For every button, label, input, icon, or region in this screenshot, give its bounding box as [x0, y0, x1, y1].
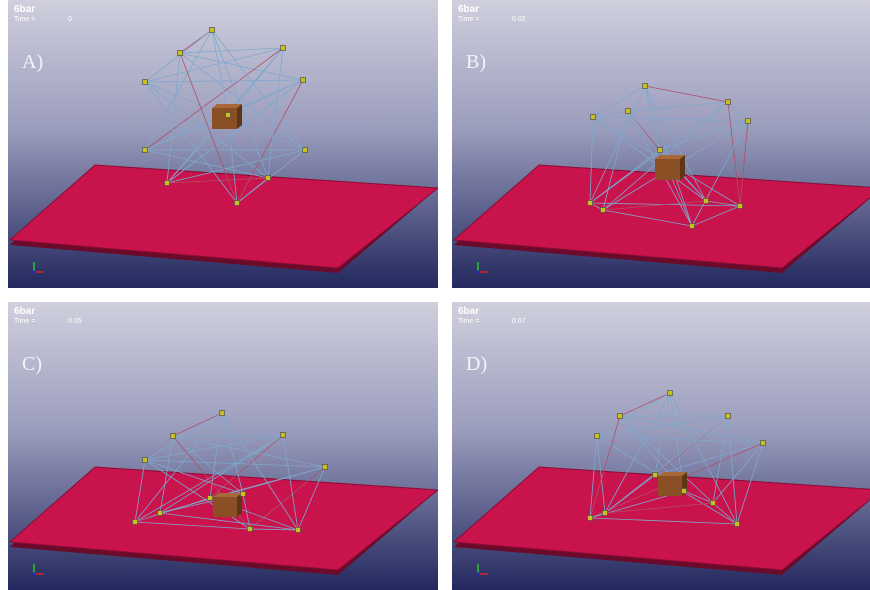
node [603, 511, 608, 516]
node [738, 204, 743, 209]
node [178, 51, 183, 56]
payload-top [658, 472, 687, 476]
time-value: 0 [68, 16, 72, 23]
panel-label: A) [22, 51, 43, 73]
node [296, 528, 301, 533]
node [171, 434, 176, 439]
time-label: Time = [14, 16, 35, 23]
node [682, 489, 687, 494]
time-value: 0.02 [512, 16, 526, 23]
model-name: 6bar [458, 306, 479, 317]
time-value: 0.07 [512, 318, 526, 325]
node [626, 109, 631, 114]
node [301, 78, 306, 83]
node [690, 224, 695, 229]
node [143, 458, 148, 463]
panel-label: B) [466, 51, 486, 73]
node [323, 465, 328, 470]
sim-panel: 6barTime = 0 A) [8, 0, 438, 288]
node [704, 199, 709, 204]
node [235, 201, 240, 206]
payload-top [212, 104, 242, 108]
node [761, 441, 766, 446]
axis-z [33, 573, 36, 576]
node [133, 520, 138, 525]
node [210, 28, 215, 33]
node [588, 201, 593, 206]
panel-label: C) [22, 353, 42, 375]
node [158, 511, 163, 516]
time-label: Time = [14, 318, 35, 325]
axis-z [33, 271, 36, 274]
sim-panel: 6barTime = 0.02 B) [452, 0, 870, 288]
payload-top [655, 155, 685, 159]
time-value: 0.05 [68, 318, 82, 325]
node [266, 176, 271, 181]
node [281, 46, 286, 51]
payload-front [212, 108, 237, 129]
node [726, 414, 731, 419]
sim-panel: 6barTime = 0.05 C) [8, 302, 438, 590]
node [643, 84, 648, 89]
model-name: 6bar [458, 4, 479, 15]
page: 6barTime =0A)6barTime =0.02B)6barTime =0… [0, 0, 870, 590]
time-label: Time = [458, 16, 479, 23]
node [281, 433, 286, 438]
node [726, 100, 731, 105]
node [591, 115, 596, 120]
node [588, 516, 593, 521]
payload-side [237, 104, 242, 129]
node [668, 391, 673, 396]
sim-panel: 6barTime = 0.07 D) [452, 302, 870, 590]
time-label: Time = [458, 318, 479, 325]
payload-front [655, 159, 680, 180]
node [143, 80, 148, 85]
payload-top [213, 493, 242, 497]
node [143, 148, 148, 153]
payload-side [680, 155, 685, 180]
node [248, 527, 253, 532]
axis-z [477, 573, 480, 576]
node [618, 414, 623, 419]
panel-label: D) [466, 353, 487, 375]
model-name: 6bar [14, 306, 35, 317]
node [165, 181, 170, 186]
node [653, 473, 658, 478]
node [711, 501, 716, 506]
node [226, 113, 231, 118]
node [735, 522, 740, 527]
node [220, 411, 225, 416]
node [595, 434, 600, 439]
payload-front [213, 497, 237, 517]
node [601, 208, 606, 213]
axis-z [477, 271, 480, 274]
model-name: 6bar [14, 4, 35, 15]
payload-front [658, 476, 682, 496]
node [241, 492, 246, 497]
node [658, 148, 663, 153]
node [746, 119, 751, 124]
node [303, 148, 308, 153]
node [208, 496, 213, 501]
